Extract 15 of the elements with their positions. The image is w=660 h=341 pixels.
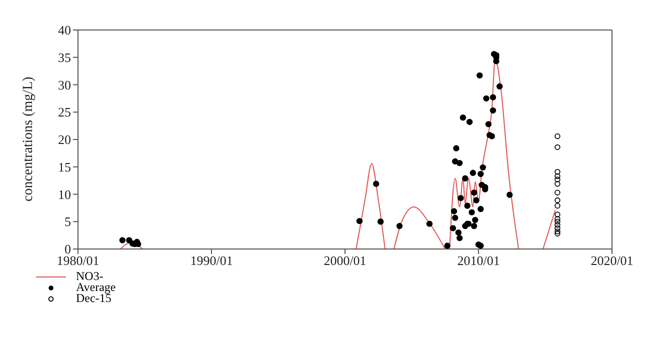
y-tick-label: 5 [64, 214, 71, 230]
y-tick-label: 10 [58, 186, 71, 202]
x-tick-label: 2000/01 [324, 253, 366, 268]
y-tick-label: 20 [58, 132, 71, 148]
y-tick-label: 40 [58, 22, 71, 38]
x-tick-label: 2020/01 [590, 253, 634, 268]
y-tick-label: 25 [58, 104, 71, 120]
y-tick-label: 30 [58, 77, 71, 92]
x-tick-label: 1990/01 [190, 253, 233, 268]
legend-label: Average [76, 280, 116, 294]
legend-label: NO3- [76, 269, 104, 283]
y-axis-title: concentrations (mg/L) [20, 76, 36, 202]
x-tick-label: 2010/01 [457, 253, 500, 268]
y-tick-label: 35 [58, 50, 71, 65]
y-tick-label: 15 [58, 159, 71, 174]
